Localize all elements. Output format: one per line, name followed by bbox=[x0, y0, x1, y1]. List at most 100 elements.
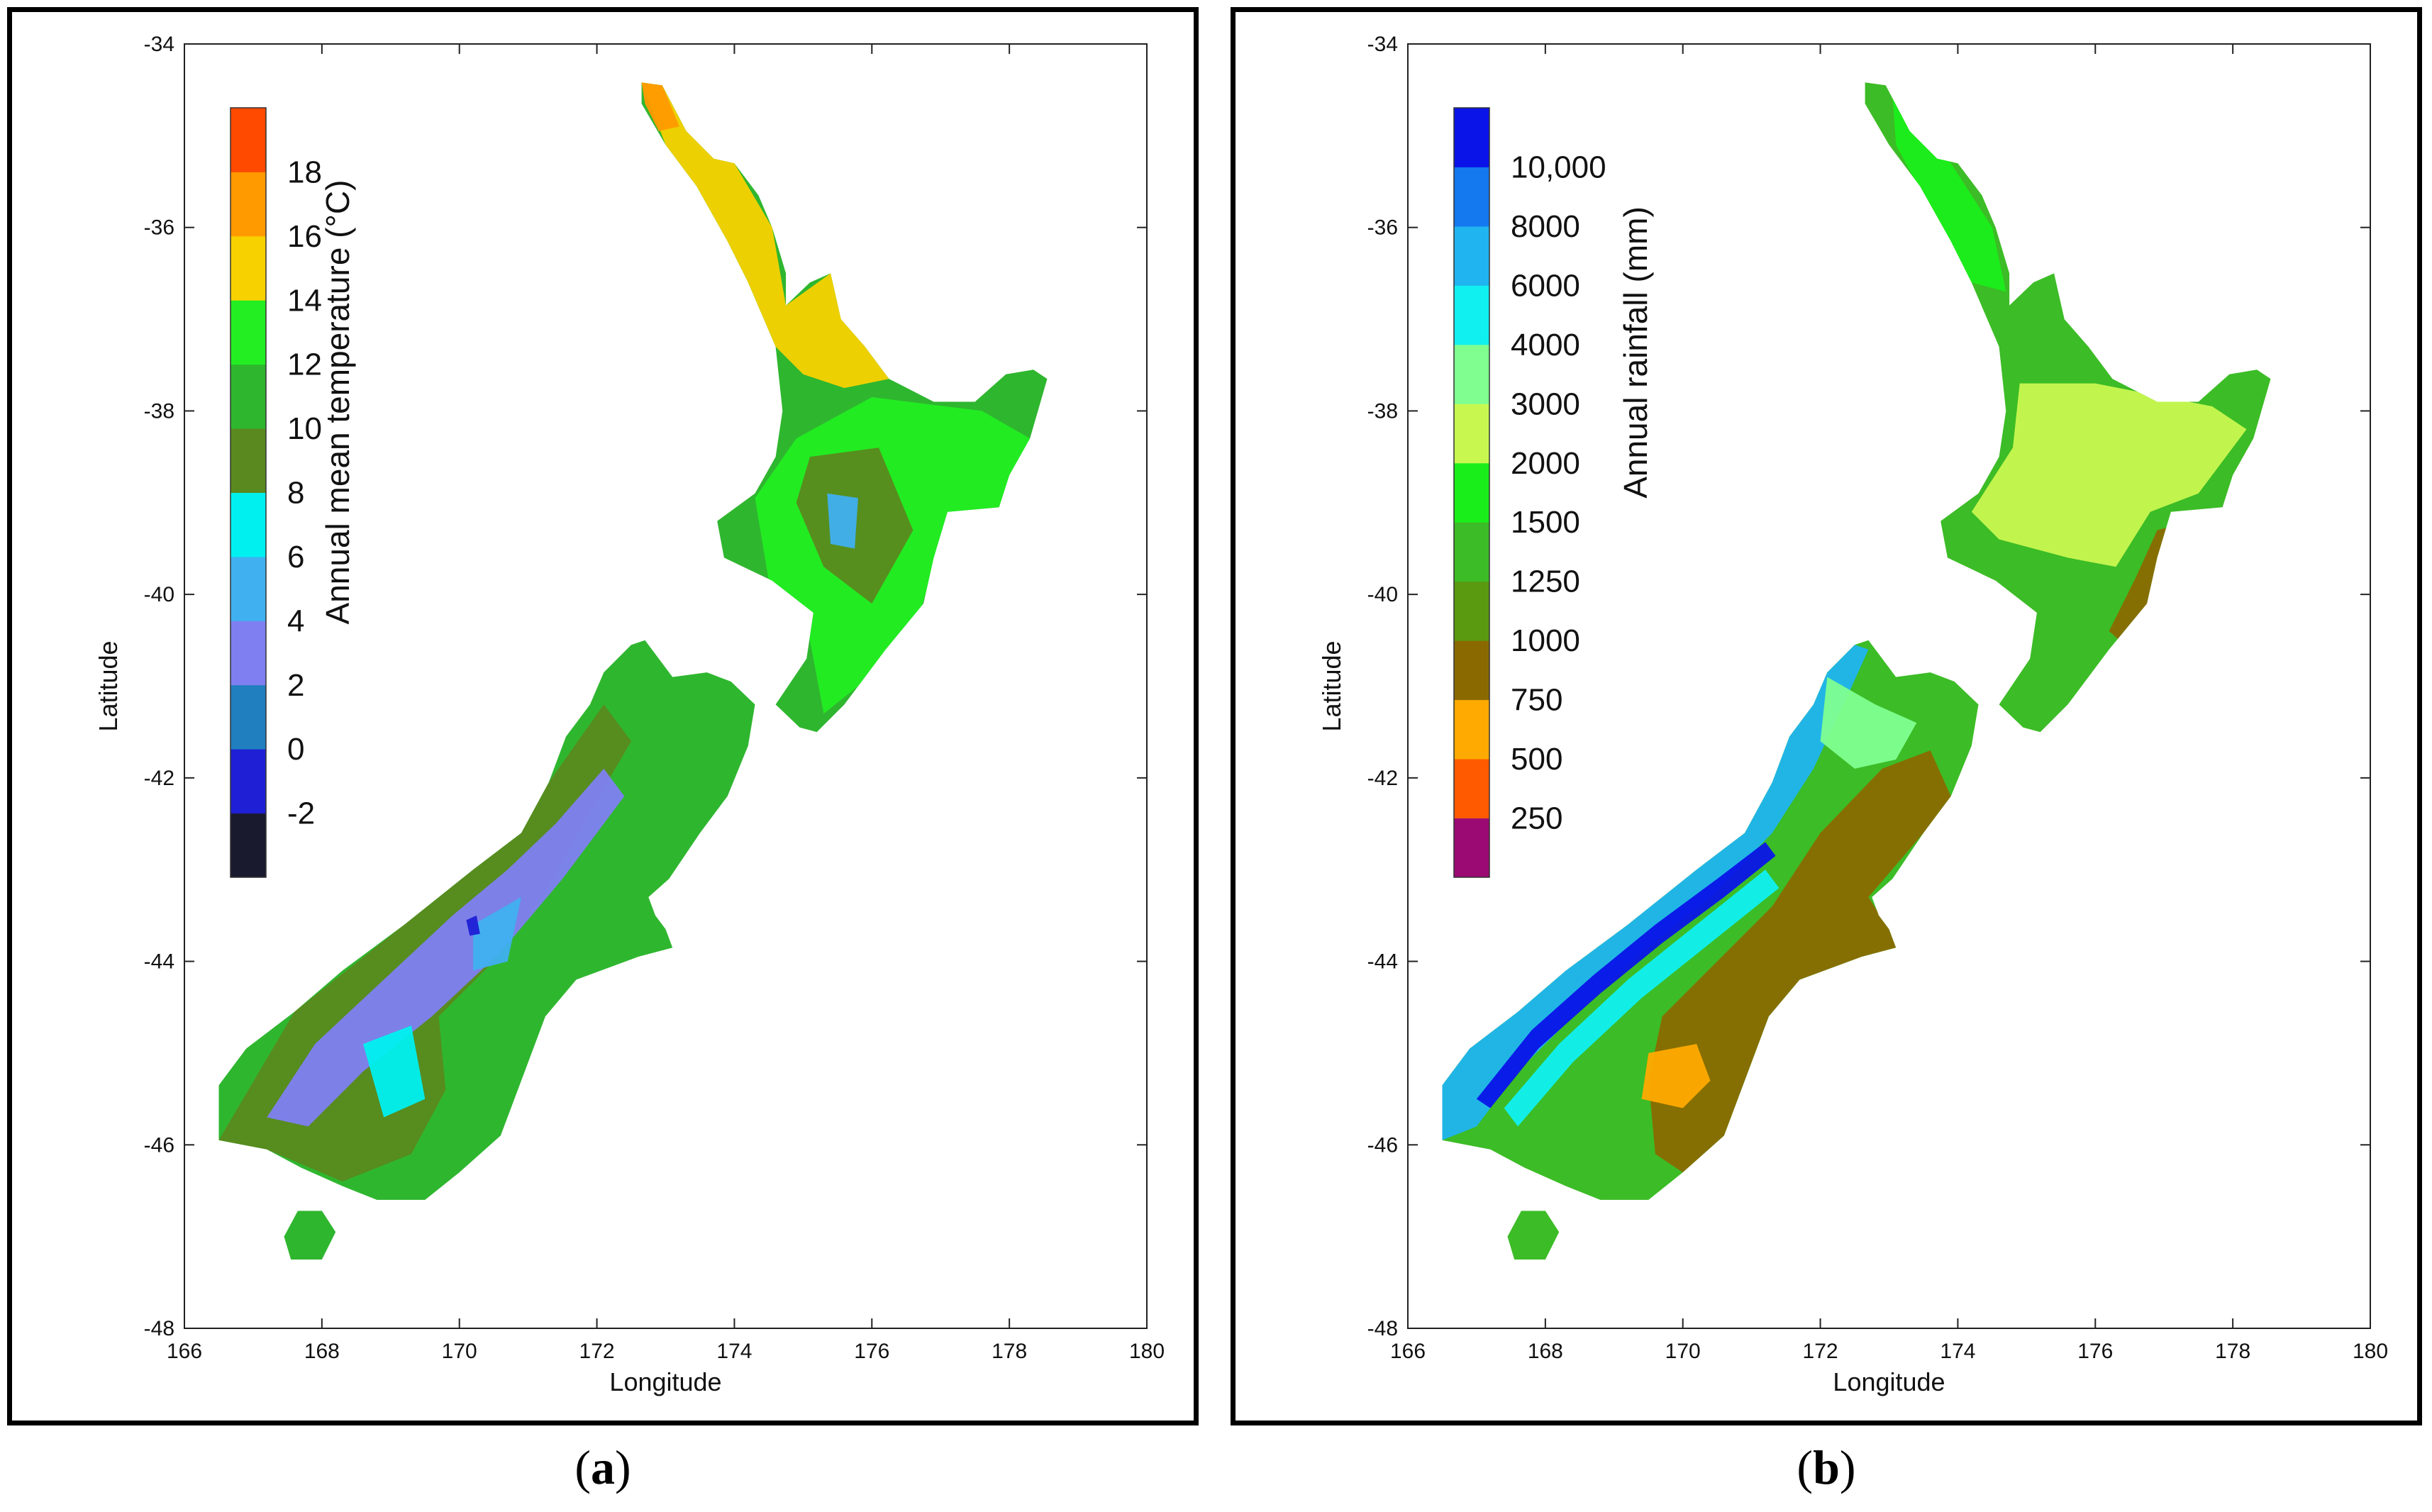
x-tick-label: 180 bbox=[1129, 1340, 1165, 1363]
y-tick-label: -34 bbox=[1367, 33, 1398, 56]
y-tick-label: -46 bbox=[1367, 1133, 1398, 1157]
y-tick-label: -48 bbox=[1367, 1317, 1398, 1340]
colorbar-swatch bbox=[231, 428, 266, 493]
colorbar-tick-label: 8 bbox=[287, 476, 304, 511]
colorbar-swatch bbox=[1454, 640, 1489, 701]
colorbar-swatch bbox=[231, 684, 266, 750]
map-zones bbox=[1442, 94, 2247, 1173]
y-tick-label: -42 bbox=[144, 767, 174, 790]
colorbar-swatch bbox=[1454, 285, 1489, 345]
colorbar-tick-label: 12 bbox=[287, 348, 322, 382]
x-tick-label: 180 bbox=[2353, 1340, 2388, 1363]
y-axis-title: Latitude bbox=[94, 640, 123, 731]
map-zone-north_moist bbox=[1971, 383, 2247, 567]
colorbar-tick-label: 3000 bbox=[1511, 387, 1580, 421]
colorbar-swatch bbox=[231, 556, 266, 621]
y-tick-label: -40 bbox=[1367, 583, 1398, 606]
colorbar-border bbox=[230, 107, 267, 878]
colorbar-tick-label: 16 bbox=[287, 219, 322, 254]
map-zone-alpine_cold bbox=[267, 768, 625, 1127]
colorbar-title: Annual rainfall (mm) bbox=[1617, 206, 1654, 499]
colorbar-swatch bbox=[1454, 344, 1489, 404]
colorbar-swatch bbox=[231, 108, 266, 172]
y-tick-label: -34 bbox=[144, 33, 174, 56]
colorbar-swatch bbox=[1454, 818, 1489, 878]
colorbar-tick-label: 6000 bbox=[1511, 268, 1580, 303]
colorbar: 250 500 750 1000 1250 1500 2000 3000 4000 6000 800… bbox=[1453, 107, 1654, 878]
panel-b-map: 166 168 170 172 174 176 178 180 -34 -36 -38 -40 -42 -… bbox=[1317, 33, 2388, 1396]
map-zone-coast_north bbox=[641, 82, 889, 389]
y-tick-label: -38 bbox=[144, 399, 174, 423]
panel-a-caption: (a) bbox=[574, 1440, 631, 1494]
colorbar-tick-label: 14 bbox=[287, 283, 322, 318]
colorbar-swatch bbox=[1454, 167, 1489, 227]
colorbar-swatch bbox=[231, 172, 266, 237]
map-zone-alpine_cool bbox=[827, 493, 858, 549]
colorbar-title: Annual mean temperature (°C) bbox=[319, 180, 356, 625]
x-axis-title: Longitude bbox=[1833, 1367, 1945, 1396]
colorbar-tick-label: 18 bbox=[287, 155, 322, 189]
colorbar-swatch bbox=[1454, 522, 1489, 582]
colorbar-tick-label: 0 bbox=[287, 732, 304, 767]
colorbar-tick-label: 1500 bbox=[1511, 505, 1580, 540]
colorbar-swatch bbox=[1454, 699, 1489, 760]
colorbar-swatch bbox=[231, 300, 266, 365]
axes-box bbox=[184, 43, 1148, 1329]
colorbar-tick-label: 250 bbox=[1511, 801, 1562, 836]
y-tick-label: -44 bbox=[144, 950, 174, 974]
x-tick-label: 174 bbox=[1940, 1340, 1975, 1363]
y-tick-label: -38 bbox=[1367, 399, 1398, 423]
y-tick-label: -42 bbox=[1367, 767, 1398, 790]
colorbar-tick-label: 6 bbox=[287, 540, 304, 574]
colorbar-swatch bbox=[231, 621, 266, 686]
colorbar-swatch bbox=[1454, 462, 1489, 523]
colorbar-swatch bbox=[231, 749, 266, 814]
panel-a-caption-letter: a bbox=[591, 1440, 615, 1494]
colorbar-tick-label: 10 bbox=[287, 411, 322, 446]
colorbar-swatch bbox=[231, 364, 266, 429]
map-zones bbox=[218, 82, 1031, 1182]
stewart-island bbox=[284, 1211, 336, 1260]
colorbar-tick-label: 500 bbox=[1511, 742, 1562, 777]
colorbar-tick-label: 1250 bbox=[1511, 565, 1580, 599]
y-tick-label: -40 bbox=[144, 583, 174, 606]
colorbar-tick-label: 4000 bbox=[1511, 328, 1580, 362]
y-tick-label: -36 bbox=[1367, 216, 1398, 240]
colorbar-tick-label: 750 bbox=[1511, 683, 1562, 718]
colorbar-swatch bbox=[231, 813, 266, 878]
x-tick-label: 166 bbox=[167, 1340, 202, 1363]
map-zone-moist_green bbox=[1820, 677, 1917, 769]
colorbar-tick-label: 4 bbox=[287, 604, 304, 638]
map-zone-alpine_cyan bbox=[363, 1025, 426, 1118]
y-tick-label: -46 bbox=[144, 1133, 174, 1157]
stewart-island bbox=[1507, 1211, 1560, 1260]
x-tick-label: 170 bbox=[442, 1340, 477, 1363]
map-zone-dry_east bbox=[1648, 750, 1951, 1173]
panel-b-caption-letter: b bbox=[1813, 1440, 1840, 1494]
y-tick-label: -36 bbox=[144, 216, 174, 240]
colorbar-tick-label: 2000 bbox=[1511, 446, 1580, 481]
map-zone-coast_tip bbox=[641, 82, 679, 131]
map-zone-alpine_cool bbox=[473, 897, 521, 971]
map-zone-very_dry bbox=[1641, 1044, 1711, 1108]
map-zone-wet_cyan bbox=[1504, 869, 1779, 1127]
map-zone-lush bbox=[1892, 94, 2006, 292]
x-axis-title: Longitude bbox=[609, 1367, 721, 1396]
axes-box bbox=[1407, 43, 2371, 1329]
x-tick-label: 176 bbox=[2077, 1340, 2113, 1363]
colorbar-swatch bbox=[1454, 108, 1489, 167]
panel-b-frame: 166 168 170 172 174 176 178 180 -34 -36 -38 -40 -42 -… bbox=[1231, 7, 2422, 1425]
colorbar-swatch bbox=[1454, 759, 1489, 819]
colorbar-swatch bbox=[1454, 226, 1489, 286]
x-tick-label: 172 bbox=[1803, 1340, 1838, 1363]
x-tick-label: 172 bbox=[579, 1340, 615, 1363]
y-tick-label: -44 bbox=[1367, 950, 1398, 974]
colorbar-border bbox=[1453, 107, 1490, 878]
panel-a-map: 166 168 170 172 174 176 178 180-34-36-38-40-42-… bbox=[94, 33, 1165, 1396]
colorbar-tick-label: 1000 bbox=[1511, 623, 1580, 658]
colorbar-swatch bbox=[231, 492, 266, 557]
panel-b-caption: (b) bbox=[1797, 1440, 1856, 1494]
colorbar-swatch bbox=[231, 235, 266, 301]
y-axis-title: Latitude bbox=[1317, 640, 1346, 731]
